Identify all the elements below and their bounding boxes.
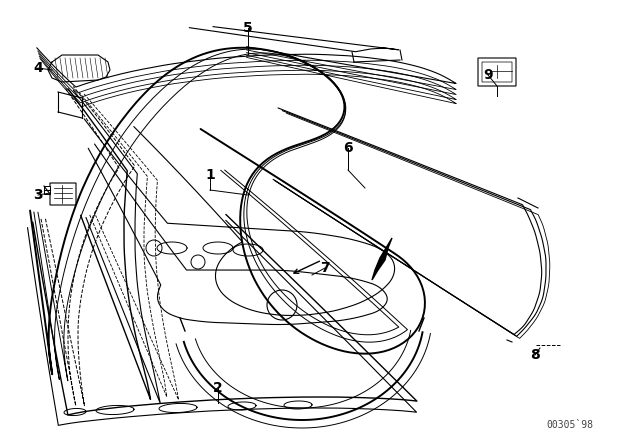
- FancyBboxPatch shape: [478, 58, 516, 86]
- Text: 7: 7: [320, 261, 330, 275]
- Text: 1: 1: [205, 168, 215, 182]
- Text: 2: 2: [213, 381, 223, 395]
- Bar: [44, 186, 50, 194]
- Polygon shape: [372, 238, 392, 280]
- Text: 5: 5: [243, 21, 253, 35]
- Text: 6: 6: [343, 141, 353, 155]
- Text: 3: 3: [33, 188, 43, 202]
- Text: 9: 9: [483, 68, 493, 82]
- Text: 4: 4: [33, 61, 43, 75]
- Text: 8: 8: [530, 348, 540, 362]
- FancyBboxPatch shape: [482, 62, 512, 82]
- FancyBboxPatch shape: [50, 183, 76, 205]
- Text: 00305`98: 00305`98: [547, 420, 593, 430]
